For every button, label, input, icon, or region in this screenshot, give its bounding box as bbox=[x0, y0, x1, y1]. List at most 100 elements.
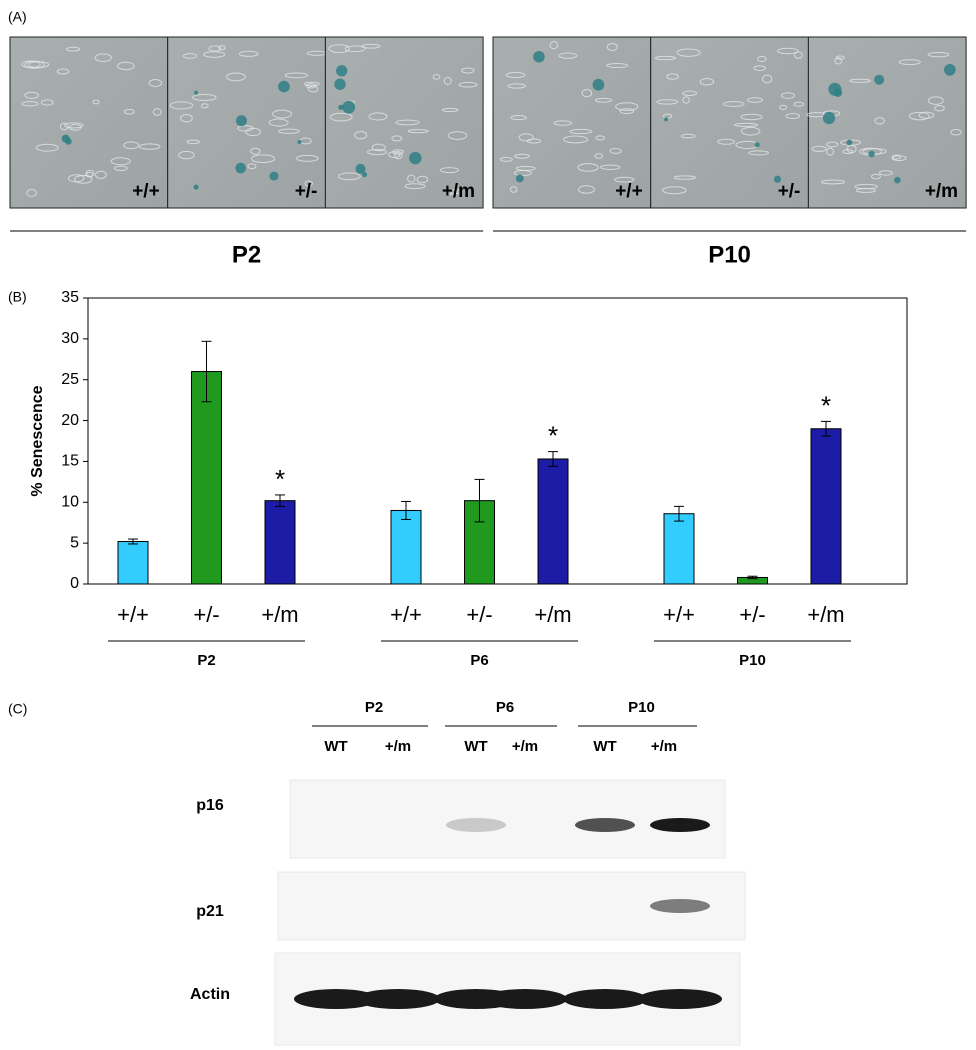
cell bbox=[361, 43, 381, 49]
stained-cell bbox=[944, 63, 956, 76]
cell bbox=[577, 163, 599, 172]
blot-strip bbox=[289, 779, 726, 859]
cell bbox=[666, 73, 679, 80]
cell bbox=[509, 186, 518, 193]
significance-mark: * bbox=[548, 420, 558, 450]
genotype-label: +/m bbox=[442, 181, 475, 202]
cell bbox=[307, 85, 319, 93]
cell bbox=[21, 101, 39, 107]
cell bbox=[394, 150, 403, 160]
stained-cell bbox=[822, 111, 836, 125]
stained-cell bbox=[278, 80, 290, 93]
cell bbox=[305, 83, 317, 89]
cell bbox=[304, 180, 314, 187]
cell bbox=[26, 188, 37, 197]
panel-label: (A) bbox=[8, 9, 27, 25]
cell bbox=[874, 117, 885, 125]
cell bbox=[238, 50, 259, 57]
group-label: P10 bbox=[739, 652, 766, 669]
cell bbox=[328, 44, 350, 54]
cell bbox=[898, 59, 921, 66]
stained-cell bbox=[868, 150, 875, 158]
lane-label: +/m bbox=[512, 738, 538, 755]
error-bar bbox=[201, 340, 212, 403]
error-bar bbox=[674, 505, 684, 522]
cell bbox=[507, 83, 526, 89]
blot-band bbox=[446, 818, 506, 832]
cell bbox=[388, 151, 401, 159]
cell bbox=[296, 154, 319, 162]
cell bbox=[117, 61, 135, 71]
cell bbox=[761, 74, 773, 84]
cell bbox=[581, 88, 593, 98]
blot-band bbox=[356, 989, 440, 1009]
x-tick-label: +/- bbox=[193, 602, 219, 627]
cell bbox=[407, 174, 416, 183]
cell bbox=[284, 72, 309, 79]
cell bbox=[337, 172, 361, 181]
micrograph bbox=[807, 36, 967, 209]
cell bbox=[870, 173, 882, 180]
cell bbox=[268, 118, 289, 127]
cell bbox=[656, 99, 679, 105]
bar bbox=[264, 500, 296, 585]
cell bbox=[785, 113, 801, 120]
x-tick-label: +/m bbox=[261, 602, 298, 627]
blot-band bbox=[294, 989, 378, 1009]
blot-row-label: p16 bbox=[196, 797, 224, 814]
cell bbox=[717, 138, 736, 145]
cell bbox=[662, 186, 687, 195]
cell bbox=[934, 105, 945, 112]
error-bar bbox=[821, 420, 831, 437]
genotype-label: +/+ bbox=[615, 181, 642, 202]
y-axis-label: % Senescence bbox=[29, 385, 46, 496]
y-tick-label: 35 bbox=[61, 289, 79, 306]
cell bbox=[303, 81, 320, 86]
cell bbox=[510, 115, 527, 121]
x-tick-label: +/+ bbox=[663, 602, 695, 627]
cell bbox=[404, 183, 426, 190]
cell bbox=[849, 78, 871, 83]
genotype-label: +/+ bbox=[132, 181, 159, 202]
blot-band bbox=[650, 818, 710, 832]
blot-band bbox=[575, 818, 635, 832]
stained-cell bbox=[338, 104, 344, 110]
cell bbox=[740, 126, 761, 136]
plot-frame bbox=[87, 297, 908, 585]
stained-cell bbox=[664, 117, 669, 122]
stained-cell bbox=[194, 90, 199, 95]
cell bbox=[208, 45, 222, 52]
cell bbox=[619, 108, 635, 115]
bar bbox=[537, 458, 569, 585]
cell bbox=[441, 107, 459, 113]
cell bbox=[594, 97, 613, 103]
error-bar bbox=[548, 451, 558, 467]
cell bbox=[606, 42, 618, 51]
cell bbox=[218, 45, 226, 51]
cell bbox=[733, 122, 759, 127]
stained-cell bbox=[515, 174, 524, 183]
cell bbox=[392, 149, 404, 155]
cell bbox=[753, 65, 767, 72]
bar bbox=[810, 428, 842, 585]
cell bbox=[59, 122, 69, 131]
stained-cell bbox=[846, 139, 853, 146]
bar bbox=[663, 513, 695, 585]
stained-cell bbox=[409, 151, 422, 165]
stained-cell bbox=[65, 138, 72, 145]
cell bbox=[85, 171, 94, 178]
genotype-label: +/- bbox=[778, 181, 801, 202]
cell bbox=[272, 109, 292, 119]
x-tick-label: +/+ bbox=[117, 602, 149, 627]
cell bbox=[344, 45, 366, 53]
group-label: P2 bbox=[197, 652, 215, 669]
cell bbox=[250, 154, 276, 163]
y-tick-label: 20 bbox=[61, 412, 79, 429]
error-bar bbox=[474, 478, 485, 523]
cell bbox=[514, 153, 530, 159]
cell bbox=[371, 143, 386, 152]
cell bbox=[846, 144, 857, 154]
cell bbox=[416, 175, 429, 184]
cell bbox=[811, 145, 827, 152]
